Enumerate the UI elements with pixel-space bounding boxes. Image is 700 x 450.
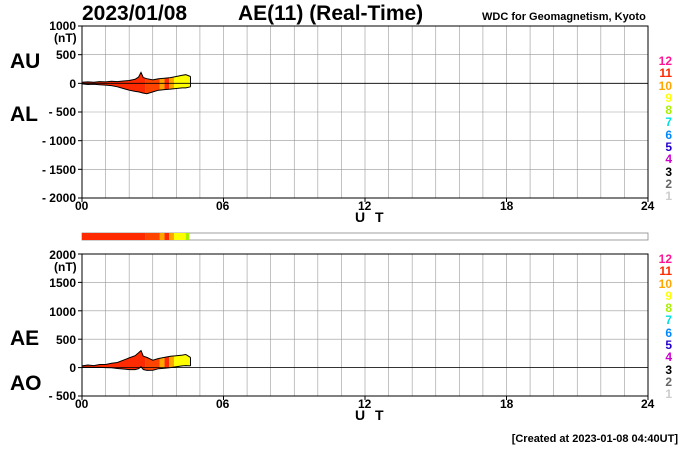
series-line-ae (81, 349, 191, 367)
area-fill-segment (82, 350, 146, 371)
legend-entry: 7 (665, 313, 672, 328)
legend-entry: 2 (665, 374, 672, 389)
legend-entry: 6 (665, 127, 672, 142)
ytick-label: 1000 (49, 305, 76, 319)
xtick-label: 24 (641, 397, 655, 411)
ytick-label: - 500 (48, 389, 76, 403)
series-line-au (81, 71, 191, 83)
xtick-label: 00 (75, 397, 89, 411)
xtick-label: 06 (216, 199, 230, 213)
legend-entry: 9 (665, 90, 672, 105)
legend-entry: 8 (665, 103, 672, 118)
xtick-label: 18 (500, 199, 514, 213)
x-axis-label: U T (355, 407, 387, 423)
xtick-label: 12 (358, 199, 372, 213)
area-fill-segment (164, 350, 170, 371)
legend-entry: 4 (665, 152, 672, 167)
ytick-label: - 1000 (41, 134, 76, 148)
legend-entry: 12 (658, 252, 672, 266)
legend-entry: 5 (665, 338, 672, 353)
area-fill-segment (159, 350, 165, 371)
ytick-label: 1500 (49, 276, 76, 290)
xtick-label: 00 (75, 199, 89, 213)
xtick-label: 18 (500, 397, 514, 411)
station-bar-segment (82, 233, 146, 240)
x-axis-label: U T (355, 209, 387, 225)
ytick-label: 0 (69, 77, 76, 91)
station-bar-segment (185, 233, 190, 240)
series-label-ao: AO (10, 372, 42, 395)
series-label-ae: AE (10, 327, 40, 350)
station-legend-bottom: 12 11 10 9 8 7 6 5 4 3 2 1 (650, 253, 672, 401)
series-label-al: AL (10, 103, 38, 126)
station-legend-top: 12 11 10 9 8 7 6 5 4 3 2 1 (650, 55, 672, 203)
xtick-label: 06 (216, 397, 230, 411)
legend-entry: 12 (658, 54, 672, 68)
area-fill-segment (169, 350, 174, 371)
legend-entry: 11 (659, 66, 672, 81)
xtick-label: 24 (641, 199, 655, 213)
date-title: 2023/01/08 (82, 2, 188, 25)
legend-entry: 3 (665, 164, 672, 179)
series-line-al (81, 83, 191, 95)
legend-entry: 1 (665, 387, 672, 402)
ytick-label: 500 (55, 333, 76, 347)
legend-entry: 6 (665, 325, 672, 340)
legend-entry: 8 (665, 301, 672, 316)
legend-entry: 10 (658, 78, 672, 93)
legend-entry: 10 (658, 276, 672, 291)
unit-label-bottom: (nT) (54, 260, 77, 274)
chart-title: AE(11) (Real-Time) (238, 2, 424, 25)
legend-entry: 7 (665, 115, 672, 130)
station-bar-segment (159, 233, 165, 240)
station-bar-segment (145, 233, 160, 240)
unit-label-top: (nT) (54, 31, 77, 45)
station-bar-segment (169, 233, 174, 240)
ytick-label: 500 (55, 48, 76, 62)
legend-entry: 2 (665, 176, 672, 191)
ytick-label: - 2000 (41, 191, 76, 205)
ytick-label: 2000 (49, 248, 76, 262)
legend-entry: 5 (665, 140, 672, 155)
ytick-label: - 500 (48, 105, 76, 119)
organization-label: WDC for Geomagnetism, Kyoto (482, 11, 646, 23)
ytick-label: 0 (69, 361, 76, 375)
ytick-label: - 1500 (41, 163, 76, 177)
legend-entry: 1 (665, 189, 672, 204)
series-label-au: AU (10, 50, 41, 73)
station-bar-segment (164, 233, 170, 240)
legend-entry: 11 (659, 264, 672, 279)
created-timestamp: [Created at 2023-01-08 04:40UT] (511, 433, 678, 445)
station-bar-segment (173, 233, 186, 240)
xtick-label: 12 (358, 397, 372, 411)
legend-entry: 4 (665, 350, 672, 365)
legend-entry: 3 (665, 362, 672, 377)
ytick-label: 1000 (49, 19, 76, 33)
legend-entry: 9 (665, 288, 672, 303)
